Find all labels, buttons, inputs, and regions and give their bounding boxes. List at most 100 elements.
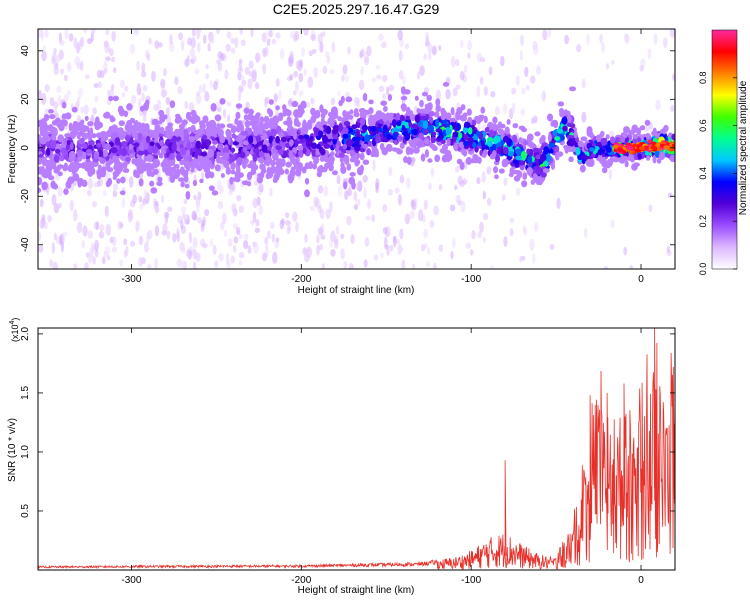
spectrogram-cell: [547, 133, 552, 142]
spectrogram-cell: [301, 166, 307, 174]
spectrogram-cell: [165, 107, 170, 116]
spectrogram-cell: [492, 116, 498, 124]
spectrogram-cell: [294, 80, 300, 92]
spectrogram-cell: [311, 48, 317, 54]
spectrogram-cell: [243, 233, 249, 241]
spectrogram-cell: [394, 187, 400, 194]
spectrogram-cell: [328, 155, 335, 163]
spectrogram-cell: [285, 212, 290, 219]
spectrogram-cell: [236, 195, 242, 202]
spectrogram-cell: [214, 164, 221, 172]
spectrogram-cell: [147, 167, 152, 173]
spectrogram-cell: [426, 260, 430, 267]
spectrogram-cell: [360, 65, 364, 76]
spectrogram-cell: [105, 223, 111, 236]
spectrogram-cell: [520, 34, 524, 47]
spectrogram-cell: [127, 208, 134, 221]
spectrogram-cell: [212, 244, 217, 255]
spectrogram-cell: [503, 177, 508, 187]
spectrogram-cell: [404, 43, 409, 50]
spectrogram-cell: [424, 138, 430, 145]
spectrogram-cell: [112, 183, 119, 191]
spectrogram-cell: [65, 143, 71, 151]
spectrogram-cell: [51, 241, 56, 254]
spectrogram-cell: [272, 38, 277, 45]
spectrogram-cell: [648, 204, 653, 213]
spectrogram-cell: [327, 132, 334, 139]
spectrogram-cell: [285, 161, 292, 168]
spectrogram-cell: [212, 140, 218, 145]
spectrogram-cell: [284, 219, 291, 226]
spectrogram-cell: [414, 197, 418, 205]
spectrogram-cell: [298, 134, 304, 140]
spectrogram-cell: [522, 172, 528, 180]
spectrogram-cell: [526, 148, 531, 155]
spectrogram-cell: [546, 113, 554, 122]
spectrogram-cell: [214, 260, 219, 268]
spectrogram-cell: [226, 31, 232, 39]
spectrogram-cell: [543, 146, 550, 155]
spectrogram-cell: [356, 166, 364, 176]
spectrogram-cell: [191, 29, 196, 37]
spectrogram-cell: [441, 110, 448, 117]
spectrogram-cell: [515, 75, 520, 86]
spectrogram-cell: [87, 177, 93, 190]
spectrogram-cell: [156, 181, 163, 187]
spectrogram-cell: [275, 32, 281, 39]
spectrogram-cell: [78, 87, 83, 98]
spectrogram-cell: [477, 230, 483, 239]
snr-background: [38, 328, 675, 570]
spectrogram-cell: [39, 137, 47, 145]
spectrogram-cell: [336, 175, 341, 185]
spectrogram-cell: [542, 168, 550, 174]
spectrogram-cell: [275, 135, 281, 144]
spectrogram-cell: [442, 143, 448, 152]
spectrogram-cell: [105, 160, 113, 166]
spectrogram-cell: [530, 75, 536, 84]
spectrogram-cell: [463, 140, 470, 147]
spectrogram-cell: [121, 197, 126, 209]
spectrogram-cell: [509, 108, 514, 120]
spectrogram-cell: [301, 122, 309, 128]
spectrogram-cell: [59, 234, 63, 246]
spectrogram-cell: [519, 50, 523, 61]
spectrogram-cell: [199, 159, 204, 165]
spectrogram-cell: [81, 179, 88, 188]
spectrogram-cell: [627, 146, 634, 151]
spectrogram-cell: [86, 38, 93, 45]
spectrogram-cell: [639, 125, 646, 131]
spectrogram-cell: [215, 155, 221, 164]
spectrogram-cell: [387, 114, 394, 123]
spectrogram-cell: [42, 45, 47, 52]
spectrogram-cell: [111, 30, 116, 42]
spectrogram-cell: [554, 151, 560, 161]
spectrogram-cell: [274, 240, 280, 249]
spectrogram-cell: [303, 68, 307, 76]
spectrogram-frame: [37, 28, 676, 270]
spectrogram-cell: [236, 124, 242, 133]
spectrogram-cell: [515, 148, 522, 156]
spectrogram-cell: [268, 29, 273, 38]
spectrogram-cell: [561, 116, 568, 125]
spectrogram-cell: [363, 259, 368, 268]
spectrogram-cell: [402, 131, 408, 136]
spectrogram-cell: [138, 195, 143, 203]
spectrogram-cell: [405, 115, 411, 121]
spectrogram-cell: [293, 70, 299, 78]
spectrogram-cell: [349, 109, 354, 115]
spectrogram-cell: [216, 143, 224, 151]
spectrogram-cell: [239, 152, 246, 159]
spectrogram-cell: [188, 154, 193, 163]
spectrogram-cell: [144, 123, 150, 131]
spectrogram-cell: [333, 238, 339, 249]
spectrogram-cell: [92, 256, 96, 265]
spectrogram-cell: [297, 163, 303, 173]
spectrogram-cell: [360, 48, 365, 58]
spectrogram-cell: [296, 111, 304, 116]
spectrogram-cell: [435, 104, 442, 112]
spectrogram-cell: [327, 117, 333, 126]
spectrogram-cell: [366, 200, 372, 210]
spectrogram-cell: [179, 166, 185, 176]
spectrogram-cell: [451, 55, 456, 68]
spectrogram-cell: [137, 132, 143, 141]
